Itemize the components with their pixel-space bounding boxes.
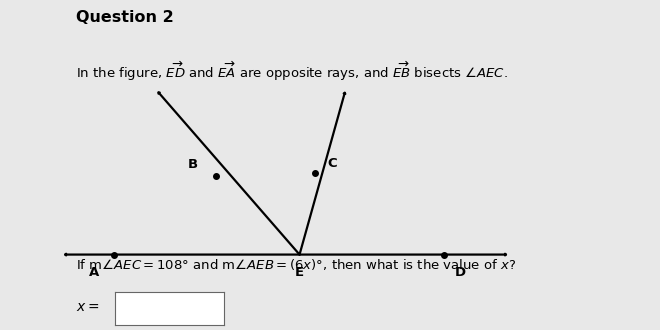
Text: B: B (188, 158, 198, 171)
Text: $x =$: $x =$ (76, 300, 99, 314)
Text: C: C (327, 157, 337, 170)
Text: A: A (88, 266, 99, 279)
Text: In the figure, $\overrightarrow{ED}$ and $\overrightarrow{EA}$ are opposite rays: In the figure, $\overrightarrow{ED}$ and… (76, 59, 508, 82)
Text: If m$\angle AEC = 108°$ and m$\angle AEB = (6x)°$, then what is the value of $x$: If m$\angle AEC = 108°$ and m$\angle AEB… (76, 257, 516, 272)
Text: Question 2: Question 2 (76, 10, 174, 25)
Text: D: D (454, 266, 465, 279)
Text: E: E (295, 266, 304, 279)
